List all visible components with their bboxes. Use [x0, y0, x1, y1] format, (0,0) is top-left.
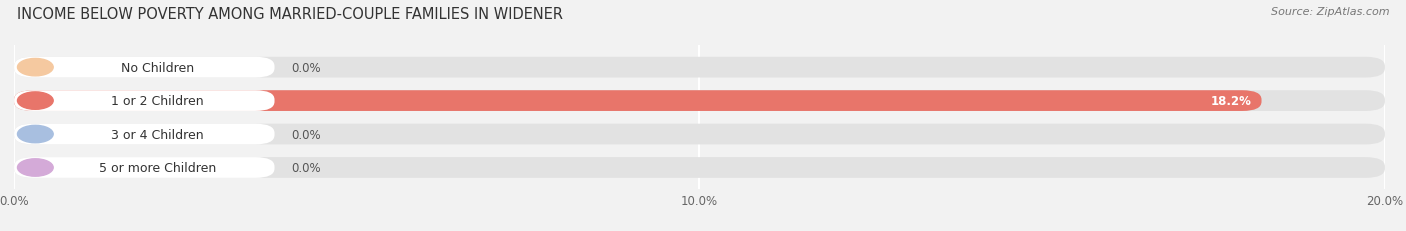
- FancyBboxPatch shape: [14, 124, 274, 145]
- FancyBboxPatch shape: [14, 58, 274, 78]
- Text: 1 or 2 Children: 1 or 2 Children: [111, 95, 204, 108]
- Text: 0.0%: 0.0%: [291, 61, 322, 74]
- FancyBboxPatch shape: [14, 58, 1385, 78]
- Text: INCOME BELOW POVERTY AMONG MARRIED-COUPLE FAMILIES IN WIDENER: INCOME BELOW POVERTY AMONG MARRIED-COUPL…: [17, 7, 562, 22]
- Text: 0.0%: 0.0%: [291, 128, 322, 141]
- Circle shape: [17, 126, 53, 143]
- FancyBboxPatch shape: [14, 158, 1385, 178]
- Text: 5 or more Children: 5 or more Children: [98, 161, 217, 174]
- FancyBboxPatch shape: [14, 158, 274, 178]
- FancyBboxPatch shape: [14, 124, 1385, 145]
- Circle shape: [17, 59, 53, 76]
- FancyBboxPatch shape: [14, 91, 274, 112]
- Text: No Children: No Children: [121, 61, 194, 74]
- Text: 0.0%: 0.0%: [291, 161, 322, 174]
- Text: Source: ZipAtlas.com: Source: ZipAtlas.com: [1271, 7, 1389, 17]
- FancyBboxPatch shape: [14, 91, 1261, 112]
- Circle shape: [17, 92, 53, 110]
- Text: 3 or 4 Children: 3 or 4 Children: [111, 128, 204, 141]
- FancyBboxPatch shape: [14, 91, 1385, 112]
- Circle shape: [17, 159, 53, 176]
- Text: 18.2%: 18.2%: [1211, 95, 1251, 108]
